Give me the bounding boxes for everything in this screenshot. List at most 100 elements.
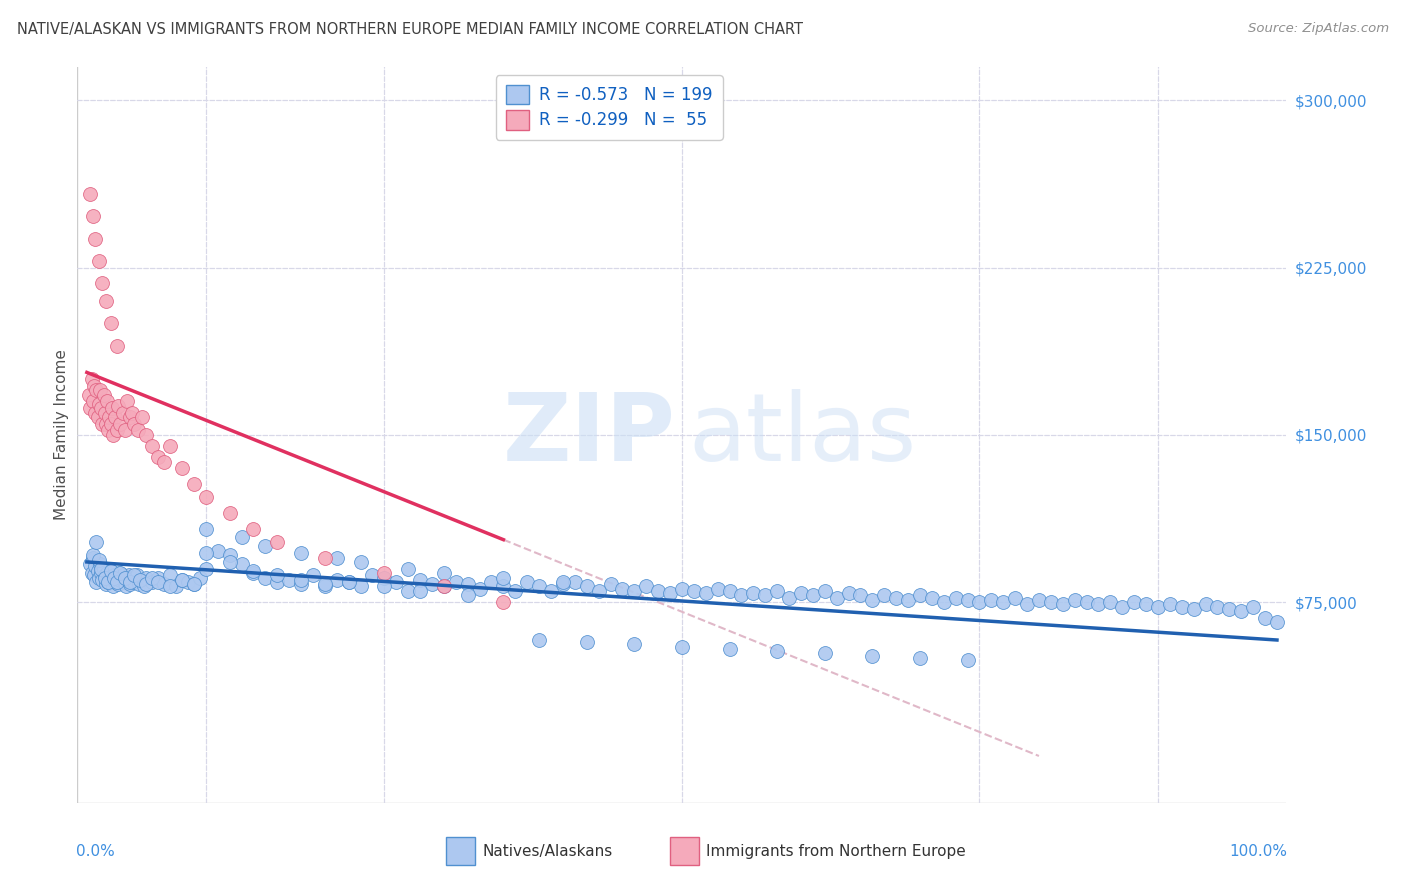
Point xyxy=(492,571,515,585)
Point xyxy=(1076,595,1098,609)
Text: NATIVE/ALASKAN VS IMMIGRANTS FROM NORTHERN EUROPE MEDIAN FAMILY INCOME CORRELATI: NATIVE/ALASKAN VS IMMIGRANTS FROM NORTHE… xyxy=(17,22,803,37)
Point xyxy=(1194,598,1216,612)
Text: Source: ZipAtlas.com: Source: ZipAtlas.com xyxy=(1249,22,1389,36)
Point xyxy=(148,574,170,589)
Point xyxy=(89,557,111,572)
Point xyxy=(361,568,384,582)
Point xyxy=(177,574,200,589)
Point xyxy=(1218,602,1240,616)
Point xyxy=(86,534,108,549)
Point xyxy=(94,293,117,308)
Point xyxy=(111,405,134,420)
Point xyxy=(101,427,124,442)
Point xyxy=(242,564,264,578)
Point xyxy=(82,548,104,563)
Text: Natives/Alaskans: Natives/Alaskans xyxy=(482,844,613,859)
Point xyxy=(659,586,682,600)
Point xyxy=(1206,599,1229,614)
Point xyxy=(527,633,550,648)
Point xyxy=(897,592,920,607)
Point xyxy=(742,586,765,600)
Bar xyxy=(669,838,699,865)
Point xyxy=(188,571,211,585)
Point xyxy=(105,424,128,438)
Point xyxy=(647,584,669,599)
Point xyxy=(101,580,124,594)
Point xyxy=(956,653,979,667)
Point xyxy=(969,595,991,609)
Point xyxy=(98,410,121,425)
Point xyxy=(159,439,181,453)
Y-axis label: Median Family Income: Median Family Income xyxy=(53,350,69,520)
Point xyxy=(105,574,128,589)
Point xyxy=(468,582,491,596)
Point xyxy=(1052,598,1074,612)
Point xyxy=(114,571,136,585)
Point xyxy=(141,439,163,453)
Point xyxy=(349,580,371,594)
Point xyxy=(884,591,907,605)
Point xyxy=(183,577,205,591)
Point xyxy=(956,592,979,607)
Point xyxy=(98,571,121,585)
Point xyxy=(326,550,349,565)
Point xyxy=(980,592,1002,607)
Point xyxy=(124,568,146,582)
Point xyxy=(86,564,108,578)
Point xyxy=(165,580,187,594)
Point xyxy=(778,591,800,605)
Point xyxy=(1004,591,1026,605)
Point xyxy=(218,548,240,563)
Point xyxy=(766,584,789,599)
Point xyxy=(131,410,153,425)
Point xyxy=(278,573,301,587)
Point xyxy=(97,574,120,589)
Point xyxy=(183,577,205,591)
Point xyxy=(104,574,127,589)
Point xyxy=(90,562,112,576)
Point xyxy=(108,566,131,581)
Point xyxy=(314,580,336,594)
Point xyxy=(86,410,108,425)
Point xyxy=(86,574,108,589)
Point xyxy=(671,582,693,596)
Point xyxy=(87,396,110,410)
Point xyxy=(101,573,124,587)
Point xyxy=(124,574,146,589)
Point xyxy=(1099,595,1122,609)
Point xyxy=(194,491,217,505)
Point xyxy=(141,571,163,585)
Point xyxy=(80,372,103,386)
Point xyxy=(84,405,107,420)
Point xyxy=(718,642,741,657)
Point xyxy=(83,378,105,392)
Point xyxy=(94,417,117,431)
Point xyxy=(373,566,395,581)
Point xyxy=(94,577,117,591)
Point xyxy=(194,546,217,560)
Point xyxy=(194,562,217,576)
Point xyxy=(153,577,176,591)
Point xyxy=(266,574,288,589)
Point xyxy=(100,417,122,431)
Point xyxy=(373,580,395,594)
Point xyxy=(1111,599,1133,614)
Point xyxy=(932,595,955,609)
Point xyxy=(349,555,371,569)
Point xyxy=(80,566,103,581)
Point xyxy=(409,584,432,599)
Point xyxy=(1265,615,1288,630)
Point xyxy=(612,582,634,596)
Point xyxy=(814,584,837,599)
Point xyxy=(118,574,141,589)
Point xyxy=(588,584,610,599)
Point xyxy=(1230,604,1253,618)
Point xyxy=(103,568,125,582)
Point xyxy=(108,573,131,587)
Point xyxy=(527,580,550,594)
Point xyxy=(100,564,122,578)
Point xyxy=(1063,592,1085,607)
Point xyxy=(457,577,479,591)
Point xyxy=(159,568,181,582)
Point xyxy=(141,574,163,589)
